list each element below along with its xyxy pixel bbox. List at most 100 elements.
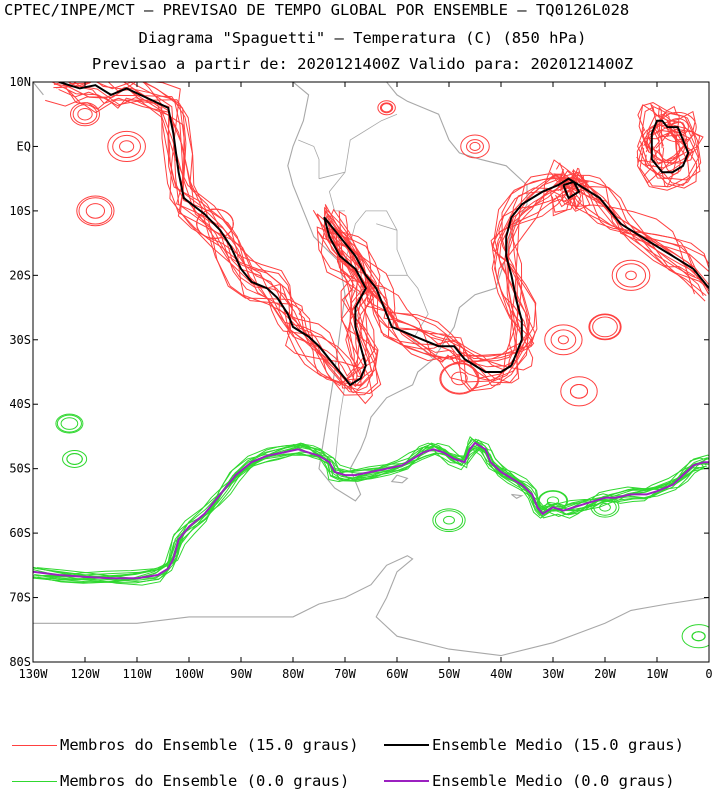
legend-swatch-mean-0 [384,780,429,782]
member-15-blob [119,140,135,153]
legend-label-members-0: Membros do Ensemble (0.0 graus) [60,772,350,790]
member-15-line [50,82,707,386]
x-tick-label: 100W [175,667,205,681]
member-15-blob [439,362,480,395]
x-tick-label: 30W [542,667,564,681]
member-15-blob [72,104,98,125]
x-tick-label: 110W [123,667,153,681]
member-15-line [73,82,709,382]
member-15-blob [658,111,697,143]
member-0-blob [66,453,83,465]
member-15-blob [560,376,598,407]
legend-item-members-15: Membros do Ensemble (15.0 graus) [12,735,359,755]
legend-swatch-members-15 [12,744,57,746]
x-tick-label: 130W [19,667,49,681]
y-tick-label: 20S [9,268,31,282]
member-15-blob [112,134,141,159]
legend-item-mean-0: Ensemble Medio (0.0 graus) [384,771,675,791]
member-0-blob [443,515,455,525]
member-15-blob [466,139,484,154]
member-0-line [38,444,704,577]
members-15-layer [45,82,709,407]
member-15-line [561,183,573,203]
member-0-line [34,444,709,581]
border-line [298,139,320,179]
member-15-blob [85,203,106,219]
y-tick-label: 40S [9,397,31,411]
member-0-blob [62,450,88,468]
border-line [376,223,408,276]
plot-frame [32,81,710,663]
member-0-line [37,442,705,584]
member-15-blob [451,371,468,386]
member-15-blob [544,324,583,356]
member-0-line [33,444,709,577]
x-tick-label: 90W [230,667,252,681]
border-line [344,210,398,263]
chart-title: CPTEC/INPE/MCT – PREVISAO DE TEMPO GLOBA… [4,1,630,19]
member-0-blob [691,631,706,642]
member-15-line [45,82,696,405]
border-line [334,371,346,469]
y-tick-label: 80S [9,655,31,669]
ensemble-mean-layer [33,82,709,580]
member-15-line [644,121,696,176]
member-15-blob [615,263,647,288]
y-tick-label: 30S [9,333,31,347]
ensemble-mean-0-line [33,441,709,580]
member-15-blob [625,270,637,281]
coastline [241,82,242,83]
coastline [390,474,409,484]
member-15-line [639,102,698,189]
member-15-blob [611,259,651,291]
legend-item-members-0: Membros do Ensemble (0.0 graus) [12,771,349,791]
member-15-blob [440,363,479,394]
member-15-line [53,82,705,388]
x-tick-label: 50W [438,667,460,681]
border-line [386,274,434,360]
legend-swatch-mean-15 [384,744,429,746]
member-0-blob [537,490,569,512]
member-15-line [552,190,571,217]
member-0-blob [538,490,568,512]
member-15-blob [588,313,622,341]
x-tick-label: 80W [282,667,304,681]
legend-item-mean-15: Ensemble Medio (15.0 graus) [384,735,684,755]
member-15-line [651,111,682,176]
member-15-line [58,86,705,394]
member-15-line [96,82,695,371]
member-15-blob [77,107,93,121]
coastline [511,493,524,499]
y-tick-label: 60S [9,526,31,540]
legend-label-mean-15: Ensemble Medio (15.0 graus) [432,736,684,754]
y-tick-label: EQ [17,139,31,153]
member-0-line [33,442,709,584]
chart-validity: Previsao a partir de: 2020121400Z Valido… [91,55,634,73]
member-0-blob [434,510,464,531]
member-15-line [636,102,702,191]
member-15-line [550,191,576,213]
member-15-line [549,177,575,205]
member-15-line [53,82,709,391]
member-15-blob [379,102,394,114]
x-tick-label: 60W [386,667,408,681]
member-0-blob [56,414,82,433]
border-line [318,113,398,180]
member-0-blob [432,508,466,533]
ensemble-mean-15-line [58,82,709,387]
member-15-line [655,129,681,165]
y-tick-label: 50S [9,462,31,476]
coastline-layer [33,82,709,657]
x-tick-label: 20W [594,667,616,681]
member-15-blob [76,195,115,227]
ensemble-mean-15-line [650,119,690,174]
member-0-blob [60,417,79,430]
member-0-blob [593,498,617,516]
x-tick-label: 120W [71,667,101,681]
y-tick-label: 10S [9,204,31,218]
legend-label-mean-0: Ensemble Medio (0.0 graus) [432,772,675,790]
member-0-blob [599,503,611,512]
member-15-line [68,90,709,396]
member-0-line [33,437,709,583]
